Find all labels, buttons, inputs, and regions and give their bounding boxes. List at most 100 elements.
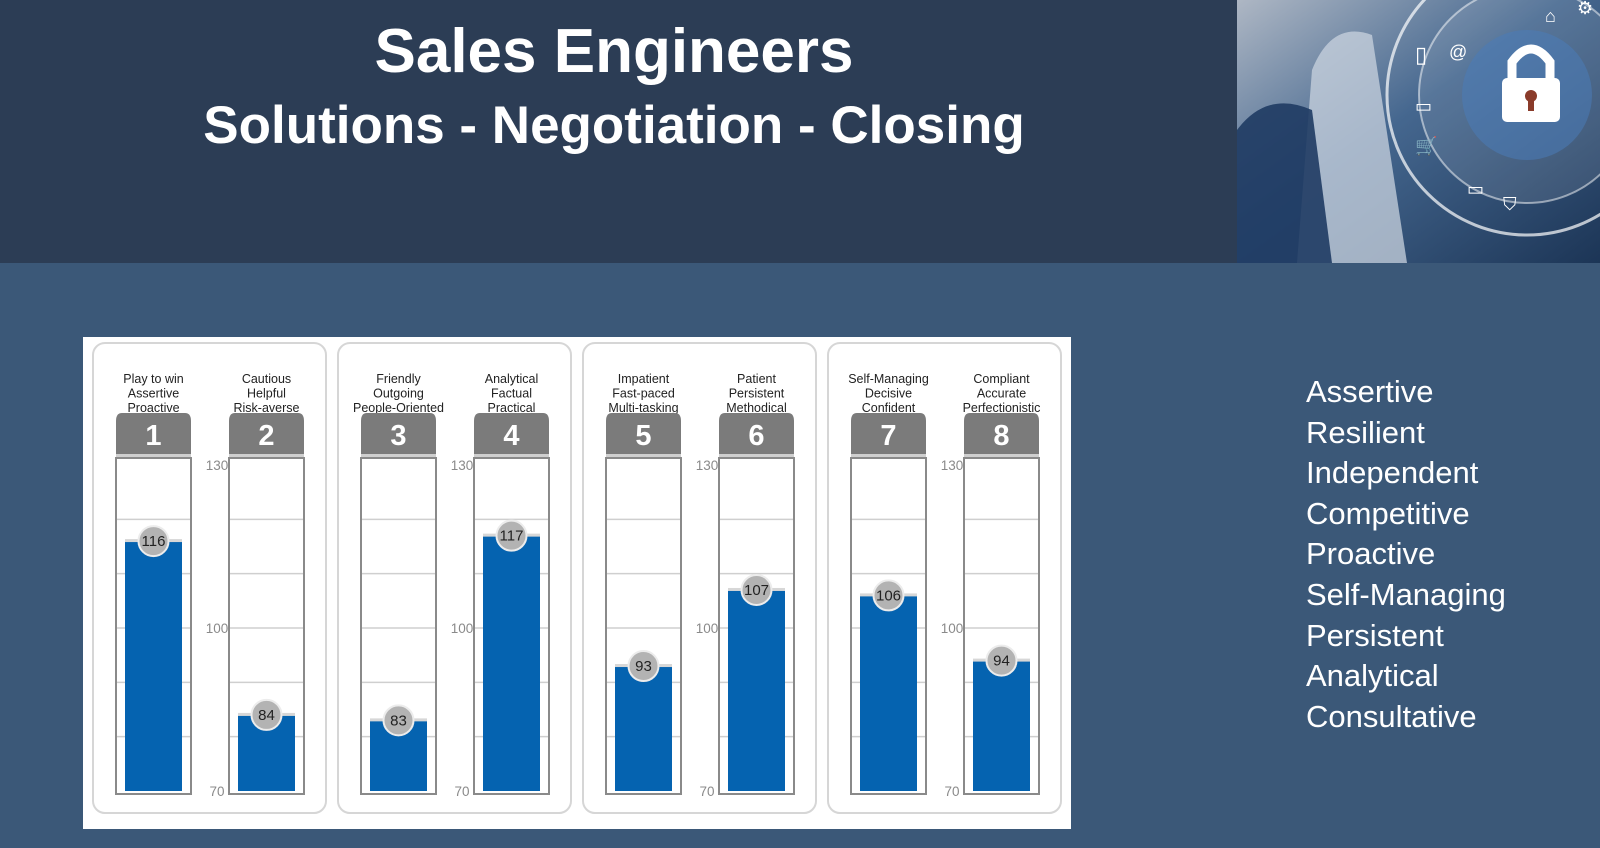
y-tick-label: 100 — [941, 621, 964, 636]
data-label: 84 — [258, 707, 275, 724]
value-badge — [740, 573, 773, 606]
column-descriptor-label: Proactive — [127, 401, 179, 415]
column-header-shadow — [606, 454, 681, 458]
column-descriptor-label: Perfectionistic — [963, 401, 1041, 415]
y-tick-label: 130 — [206, 458, 229, 473]
traits-list: Assertive Resilient Independent Competit… — [1306, 372, 1506, 737]
y-tick-label: 130 — [696, 458, 719, 473]
y-tick-label: 130 — [451, 458, 474, 473]
y-tick-label: 100 — [206, 621, 229, 636]
value-badge — [250, 698, 283, 731]
column-descriptor-label: Risk-averse — [234, 401, 300, 415]
column-header-shadow — [851, 454, 926, 458]
trait-item: Persistent — [1306, 617, 1444, 653]
bar — [728, 589, 785, 791]
column-descriptor-label: Factual — [491, 387, 532, 401]
trait-item: Consultative — [1306, 698, 1477, 734]
value-badge — [495, 519, 528, 552]
column-descriptor-label: Persistent — [729, 387, 785, 401]
trait-item: Resilient — [1306, 414, 1425, 450]
column-descriptor-label: People-Oriented — [353, 401, 444, 415]
column-number-label: 1 — [145, 420, 161, 452]
data-label: 116 — [142, 533, 166, 550]
value-badge — [872, 579, 905, 612]
svg-text:⌂: ⌂ — [1545, 6, 1556, 26]
y-tick-label: 100 — [696, 621, 719, 636]
header-banner: Sales Engineers Solutions - Negotiation … — [0, 0, 1600, 263]
data-label: 94 — [993, 653, 1010, 670]
y-tick-label: 70 — [454, 784, 469, 799]
column-descriptor-label: Impatient — [618, 372, 670, 386]
column-descriptor-label: Cautious — [242, 372, 291, 386]
column-number-header — [851, 413, 926, 454]
column-number-label: 3 — [390, 420, 406, 452]
data-label: 106 — [876, 587, 901, 604]
column-number-header — [719, 413, 794, 454]
column-descriptor-label: Accurate — [977, 387, 1026, 401]
column-header-shadow — [361, 454, 436, 458]
y-tick-label: 100 — [451, 621, 474, 636]
column-descriptor-label: Friendly — [376, 372, 421, 386]
column-header-shadow — [229, 454, 304, 458]
column-number-header — [229, 413, 304, 454]
column-number-label: 5 — [635, 420, 651, 452]
column-header-shadow — [116, 454, 191, 458]
svg-text:▯: ▯ — [1415, 42, 1427, 67]
bar — [483, 535, 540, 791]
column-descriptor-label: Methodical — [726, 401, 786, 415]
y-tick-label: 130 — [941, 458, 964, 473]
bar — [125, 541, 182, 791]
svg-text:▭: ▭ — [1467, 179, 1484, 199]
value-badge — [382, 704, 415, 737]
page-title: Sales Engineers — [374, 17, 854, 86]
column-number-header — [606, 413, 681, 454]
column-descriptor-label: Fast-paced — [612, 387, 675, 401]
y-tick-label: 70 — [944, 784, 959, 799]
svg-text:🛒: 🛒 — [1415, 135, 1437, 156]
column-descriptor-label: Helpful — [247, 387, 286, 401]
trait-item: Analytical — [1306, 658, 1439, 694]
trait-item: Assertive — [1306, 374, 1434, 409]
column-number-header — [964, 413, 1039, 454]
svg-text:⚙: ⚙ — [1577, 0, 1593, 18]
security-lock-image: ▯ @ ▭ 🛒 ▭ ⛉ ⌂ ⚙ — [1237, 0, 1600, 263]
column-descriptor-label: Assertive — [128, 387, 179, 401]
column-descriptor-label: Practical — [488, 401, 536, 415]
y-tick-label: 70 — [699, 784, 714, 799]
column-header-shadow — [474, 454, 549, 458]
column-number-header — [116, 413, 191, 454]
column-number-label: 7 — [880, 420, 896, 452]
bar — [973, 660, 1030, 791]
value-badge — [627, 650, 660, 683]
column-descriptor-label: Confident — [862, 401, 916, 415]
data-label: 83 — [390, 712, 407, 729]
bar — [860, 595, 917, 791]
svg-text:@: @ — [1449, 42, 1467, 62]
data-label: 107 — [744, 582, 769, 599]
column-number-label: 4 — [503, 420, 519, 452]
column-descriptor-label: Compliant — [973, 372, 1030, 386]
column-number-label: 8 — [993, 420, 1009, 452]
page-subtitle: Solutions - Negotiation - Closing — [203, 96, 1025, 155]
svg-text:▭: ▭ — [1415, 96, 1432, 116]
column-header-shadow — [719, 454, 794, 458]
bar — [615, 666, 672, 791]
data-label: 93 — [635, 658, 652, 675]
column-descriptor-label: Self-Managing — [848, 372, 929, 386]
header-photo: ▯ @ ▭ 🛒 ▭ ⛉ ⌂ ⚙ — [1237, 0, 1600, 263]
data-label: 117 — [500, 528, 524, 545]
trait-item: Competitive — [1306, 495, 1470, 531]
column-number-header — [474, 413, 549, 454]
trait-item: Self-Managing — [1306, 576, 1506, 612]
value-badge — [137, 525, 170, 558]
column-number-label: 6 — [748, 420, 764, 452]
column-number-header — [361, 413, 436, 454]
column-number-label: 2 — [258, 420, 274, 452]
score-chart: Play to win Assertive Proactive 1 116 Cautiou… — [83, 337, 1071, 829]
column-descriptor-label: Patient — [737, 372, 776, 386]
svg-text:⛉: ⛉ — [1503, 194, 1517, 214]
value-badge — [985, 644, 1018, 677]
column-header-shadow — [964, 454, 1039, 458]
trait-item: Independent — [1306, 455, 1479, 491]
